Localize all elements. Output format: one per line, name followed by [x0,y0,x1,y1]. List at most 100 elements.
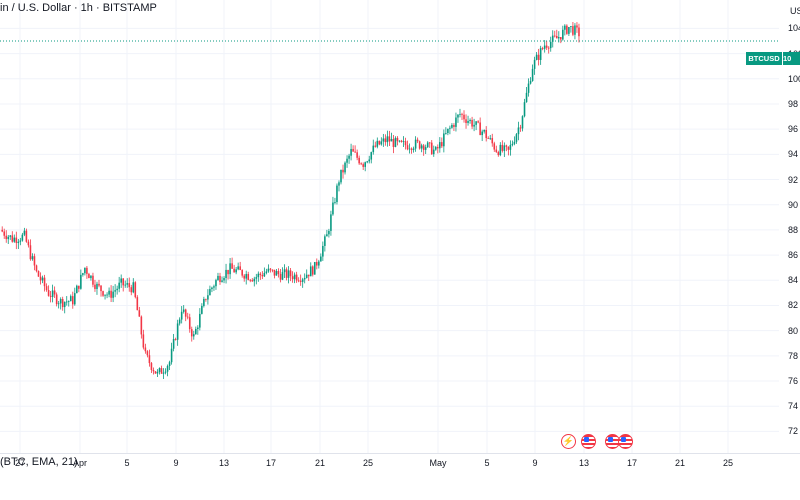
candle-body [1,229,3,232]
x-tick-label: 13 [578,458,590,468]
candle-body [11,235,14,242]
candle-body [463,114,465,120]
candle-body [178,319,181,324]
candle-body [186,316,189,318]
candle-body [307,274,310,277]
candle-body [578,27,580,37]
candle-body [453,124,455,127]
candle-body [41,277,44,281]
candle-body [297,280,300,282]
lightning-icon[interactable]: ⚡ [561,434,576,449]
candle-body [473,124,475,127]
y-tick-label: 92 [788,174,799,185]
chart-title[interactable]: in / U.S. Dollar · 1h · BITSTAMP [0,2,157,14]
candle-body [49,295,52,297]
candle-body [23,230,26,235]
candle-body [287,270,290,278]
candle-body [271,269,274,271]
candle-body [90,275,92,279]
y-tick-label: 90 [788,199,799,210]
x-tick-label: 25 [362,458,374,468]
candle-body [94,284,96,289]
candle-body [221,280,223,282]
price-chart[interactable] [0,0,780,453]
candle-body [104,294,106,296]
candle-body [521,116,524,129]
y-tick-label: 74 [788,401,799,412]
candle-body [330,214,332,231]
candle-body [251,280,254,282]
candle-body [535,54,538,60]
candle-body [69,296,72,302]
candle-body [126,283,129,285]
candle-body [445,133,447,134]
candle-body [138,310,141,317]
x-tick-label: 5 [124,458,130,468]
candle-body [76,285,78,294]
candle-body [348,155,350,159]
candle-body [106,294,108,296]
candle-body [475,121,477,125]
us-flag-icon[interactable] [581,434,596,449]
x-tick-label: May [429,458,447,468]
candle-body [3,231,6,236]
candle-body [295,274,298,281]
candle-body [322,245,324,257]
candle-body [170,348,173,363]
candle-body [82,273,84,275]
candle-body [231,263,233,269]
candle-body [358,157,360,164]
candle-body [568,27,570,34]
candle-body [9,235,12,237]
x-tick-label: 9 [173,458,179,468]
candle-body [402,141,405,142]
candle-body [558,37,560,39]
candle-body [432,149,435,155]
candle-body [384,138,387,143]
candle-body [408,148,411,150]
candle-body [519,127,522,129]
y-tick-label: 72 [788,426,799,437]
candle-body [564,25,566,30]
candle-body [477,121,479,123]
candle-body [523,102,526,117]
candle-body [86,267,88,274]
candle-body [114,290,116,292]
us-flag-icon[interactable] [618,434,633,449]
candle-body [420,145,423,149]
candle-body [225,269,227,279]
candle-body [394,137,397,147]
candle-body [547,47,550,49]
candle-body [366,161,369,163]
candle-body [265,271,268,273]
candle-body [229,263,231,275]
candle-body [344,162,346,173]
candle-body [249,279,252,281]
candle-body [289,270,292,277]
candle-body [43,277,46,287]
candle-body [255,277,258,279]
candle-body [560,37,562,40]
candle-body [382,138,385,142]
candle-body [392,138,395,147]
candle-body [96,283,98,289]
indicator-legend[interactable]: (BTC, EMA, 21) [0,456,78,468]
candle-body [457,114,459,118]
candle-body [257,273,260,278]
price-scale[interactable] [779,0,800,455]
candle-body [15,237,18,243]
candle-body [35,265,38,271]
candle-body [483,130,485,132]
candle-body [443,133,445,147]
candle-body [219,275,221,282]
candle-body [29,245,32,260]
candle-body [192,334,195,337]
candle-body [80,274,82,289]
candle-body [269,268,272,270]
candle-body [416,139,419,142]
x-tick-label: 17 [265,458,277,468]
candle-body [400,140,403,142]
candle-body [340,169,342,183]
candle-body [515,134,518,142]
